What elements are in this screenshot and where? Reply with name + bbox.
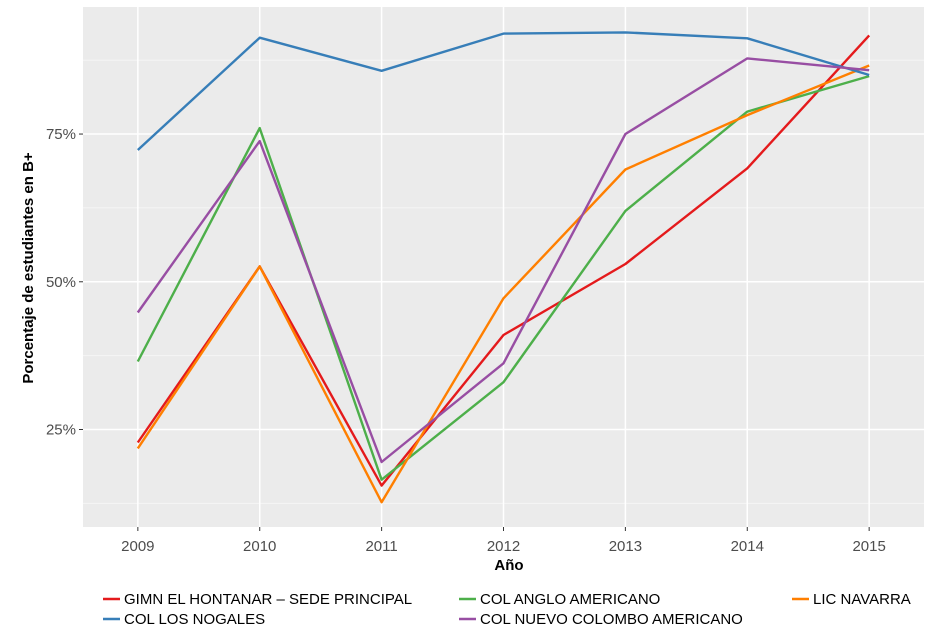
y-tick-label: 75% — [46, 126, 76, 143]
x-axis-title: Año — [494, 557, 523, 574]
series-line — [136, 57, 870, 464]
legend-label: COL NUEVO COLOMBO AMERICANO — [480, 611, 743, 628]
series-line — [136, 74, 870, 481]
y-axis: 25% 50% 75% — [46, 126, 83, 439]
x-tick-label: 2015 — [852, 538, 885, 555]
y-axis-title: Porcentaje de estudiantes en B+ — [20, 152, 37, 384]
legend-label: COL ANGLO AMERICANO — [480, 591, 660, 608]
legend-label: GIMN EL HONTANAR – SEDE PRINCIPAL — [124, 591, 412, 608]
x-tick-label: 2012 — [487, 538, 520, 555]
legend-label: COL LOS NOGALES — [124, 611, 265, 628]
y-tick-label: 50% — [46, 274, 76, 291]
x-tick-label: 2014 — [731, 538, 764, 555]
x-tick-label: 2011 — [365, 538, 397, 555]
x-tick-label: 2010 — [243, 538, 276, 555]
series-lines — [136, 31, 871, 504]
series-line — [136, 31, 870, 151]
x-tick-label: 2013 — [609, 538, 642, 555]
legend: GIMN EL HONTANAR – SEDE PRINCIPAL COL ANG… — [103, 591, 911, 628]
x-axis: 2009 2010 2011 2012 2013 2014 2015 — [121, 527, 886, 555]
x-tick-label: 2009 — [121, 538, 154, 555]
legend-label: LIC NAVARRA — [813, 591, 911, 608]
y-tick-label: 25% — [46, 422, 76, 439]
series-line — [136, 64, 870, 504]
